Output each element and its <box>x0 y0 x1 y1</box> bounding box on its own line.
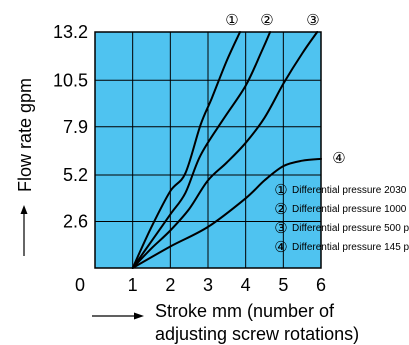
x-tick-labels: 0 1 2 3 4 5 6 <box>75 275 326 295</box>
y-tick-label: 7.9 <box>63 117 88 137</box>
y-tick-label: 13.2 <box>53 22 88 42</box>
x-axis-title-line2: adjusting screw rotations) <box>155 324 359 344</box>
y-axis-title-group: Flow rate gpm <box>15 78 35 256</box>
legend: ① Differential pressure 2030 psi ② Differen… <box>274 182 409 256</box>
legend-label-4: Differential pressure 145 psi <box>292 242 409 253</box>
x-tick-label: 3 <box>203 275 213 295</box>
x-tick-label: 5 <box>278 275 288 295</box>
y-tick-label: 10.5 <box>53 70 88 90</box>
legend-marker-4: ④ <box>274 239 287 256</box>
curve-markers: ① ② ③ ④ <box>225 12 345 167</box>
legend-label-3: Differential pressure 500 psi <box>292 223 409 234</box>
curve-3 <box>131 31 319 269</box>
x-tick-label: 6 <box>316 275 326 295</box>
x-axis-title-line1: Stroke mm (number of <box>155 301 335 321</box>
curve-marker-4: ④ <box>332 150 345 167</box>
x-tick-label: 4 <box>241 275 251 295</box>
y-axis-arrow-head <box>20 205 28 214</box>
legend-label-2: Differential pressure 1000 psi <box>292 204 409 215</box>
y-axis-title: Flow rate gpm <box>15 78 35 192</box>
curve-1 <box>131 31 241 269</box>
legend-marker-2: ② <box>274 201 287 218</box>
curve-marker-1: ① <box>225 12 238 29</box>
curve-marker-3: ③ <box>306 12 319 29</box>
x-axis-arrow-head <box>134 312 144 320</box>
legend-marker-3: ③ <box>274 220 287 237</box>
legend-label-1: Differential pressure 2030 psi <box>292 185 409 196</box>
y-tick-label: 5.2 <box>63 165 88 185</box>
grid-lines <box>95 32 321 268</box>
y-tick-labels: 2.6 5.2 7.9 10.5 13.2 <box>53 22 88 232</box>
y-tick-label: 2.6 <box>63 212 88 232</box>
curves <box>131 31 322 269</box>
x-tick-label: 1 <box>128 275 138 295</box>
x-tick-label: 0 <box>75 275 85 295</box>
legend-marker-1: ① <box>274 182 287 199</box>
curve-2 <box>131 31 272 269</box>
x-tick-label: 2 <box>165 275 175 295</box>
curve-marker-2: ② <box>260 12 273 29</box>
x-axis-title-group: Stroke mm (number of adjusting screw rot… <box>92 301 359 344</box>
curve-4 <box>131 157 322 269</box>
